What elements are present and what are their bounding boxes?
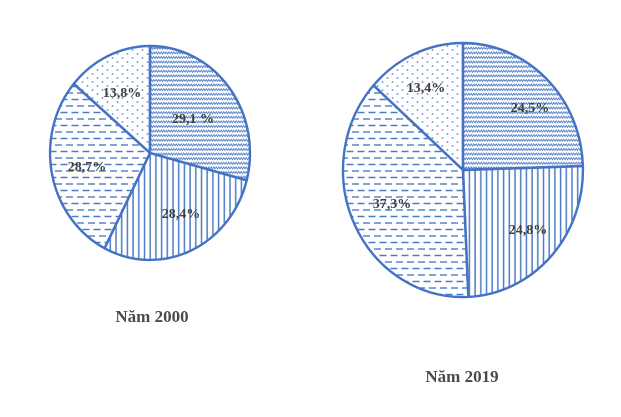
pie-2000 (48, 44, 252, 262)
pie-2019-label-vertical-lines: 24,8% (509, 223, 548, 238)
pie-2019 (341, 41, 585, 299)
pie-2019-label-horizontal-dashes: 37,3% (373, 197, 412, 212)
pie-2019-slice-zigzag (461, 41, 585, 172)
pie-2000-label-dots: 13,8% (103, 86, 142, 101)
pie-2019-slice-vertical-lines (461, 164, 585, 299)
pie-2019-labels: 24,5% 24,8% 37,3% 13,4% (373, 81, 550, 238)
pie-2000-title: Năm 2000 (115, 307, 188, 326)
pie-2019-slice-dots (372, 41, 465, 172)
pie-2000-slice-dots (72, 44, 152, 155)
pie-2000-label-vertical-lines: 28,4% (162, 207, 201, 222)
pie-2019-slice-horizontal-dashes (341, 84, 470, 299)
pie-2000-label-zigzag: 29,1 % (172, 112, 214, 127)
pie-2000-labels: 29,1 % 28,4% 28,7% 13,8% (68, 86, 214, 222)
pie-2000-slice-zigzag (148, 44, 252, 182)
pie-2000-slice-vertical-lines (103, 151, 248, 262)
pie-2000-label-horizontal-dashes: 28,7% (68, 160, 107, 175)
pie-2019-label-dots: 13,4% (407, 81, 446, 96)
pie-2000-slice-horizontal-dashes (48, 82, 152, 250)
pie-2019-title: Năm 2019 (425, 367, 498, 386)
pie-2019-label-zigzag: 24,5% (511, 101, 550, 116)
